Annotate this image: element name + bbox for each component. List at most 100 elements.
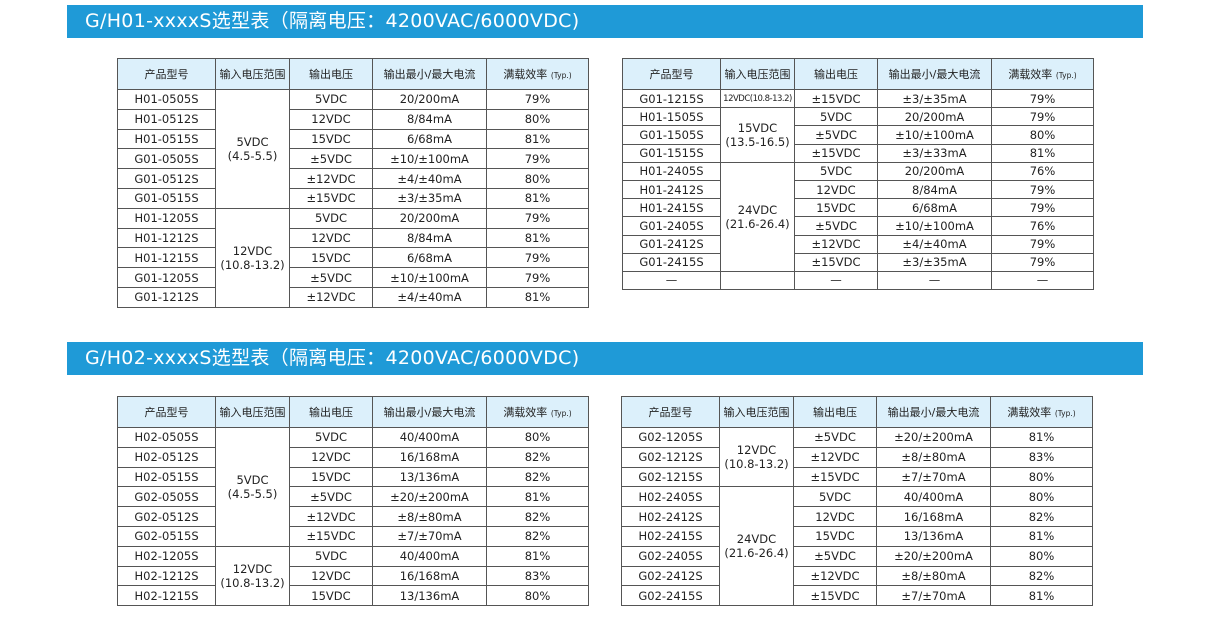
cell-output-voltage: ±12VDC [794,234,878,254]
cell-model: G02-1212S [621,446,720,468]
cell-output-voltage: 15VDC [793,525,877,547]
cell-output-voltage: 12VDC [794,179,878,200]
cell-output-voltage: ±12VDC [793,446,877,468]
cell-output-current: ±20/±200mA [876,427,991,448]
table-row: G01-0515S ±15VDC ±3/±35mA 81% [117,187,589,209]
cell-input-range: 15VDC (13.5-16.5) [720,107,795,163]
cell-output-voltage: 15VDC [289,247,373,269]
table-row: G02-2405S ±5VDC ±20/±200mA 80% [621,545,1093,567]
header-efficiency: 满载效率 (Typ.) [486,396,589,428]
cell-efficiency: 79% [991,88,1094,109]
cell-input-range: 12VDC(10.8-13.2) [719,426,794,488]
table-row: H01-2405S 24VDC (21.6-26.4) 5VDC 20/200mA 76% [622,161,1094,272]
table-row: H01-2412S 12VDC 8/84mA 79% [622,179,1094,200]
cell-output-voltage: ±12VDC [289,286,373,308]
header-output-voltage: 输出电压 [794,58,878,90]
cell-output-current: 8/84mA [877,179,992,200]
header-row: 产品型号 输入电压范围 输出电压 输出最小/最大电流 满载效率 (Typ.) [117,396,589,428]
cell-output-current: 8/84mA [372,108,487,130]
cell-model: — [622,270,721,291]
selection-table-h01-right: 产品型号 输入电压范围 输出电压 输出最小/最大电流 满载效率 (Typ.) G01-12… [622,58,1094,291]
cell-output-current: 6/68mA [372,247,487,269]
cell-efficiency: 81% [486,128,589,150]
cell-output-current: ±3/±33mA [877,143,992,163]
cell-efficiency: 76% [991,161,1094,181]
header-row: 产品型号 输入电压范围 输出电压 输出最小/最大电流 满载效率 (Typ.) [622,58,1094,90]
header-model: 产品型号 [117,58,216,90]
table-row: H02-1212S 12VDC 16/168mA 83% [117,565,589,587]
cell-output-current: ±7/±70mA [876,585,991,607]
cell-model: H02-1205S [117,545,216,567]
cell-output-current: 16/168mA [372,565,487,587]
cell-efficiency: 81% [991,143,1094,163]
table-row: G02-0512S ±12VDC ±8/±80mA 82% [117,506,589,527]
cell-output-current: ±10/±100mA [877,216,992,236]
table-row: H02-0515S 15VDC 13/136mA 82% [117,466,589,488]
cell-output-voltage: 5VDC [289,89,373,110]
cell-efficiency: 79% [991,252,1094,272]
cell-output-voltage: 5VDC [794,107,878,127]
table-row: H01-0512S 12VDC 8/84mA 80% [117,108,589,130]
cell-output-current: — [877,270,992,291]
cell-efficiency: 81% [990,585,1093,607]
cell-efficiency: 81% [486,286,589,308]
cell-output-current: 6/68mA [372,128,487,150]
cell-output-voltage: ±12VDC [289,168,373,189]
table-row: G01-2412S ±12VDC ±4/±40mA 79% [622,234,1094,254]
cell-model: H02-1212S [117,565,216,587]
cell-model: H02-2405S [621,486,720,508]
cell-output-current: 20/200mA [877,161,992,181]
header-output-voltage: 输出电压 [289,58,373,90]
cell-input-range: 24VDC (21.6-26.4) [720,161,795,272]
cell-output-voltage: 12VDC [793,506,877,527]
cell-model: G01-0515S [117,187,216,209]
cell-output-current: ±8/±80mA [876,446,991,468]
cell-model: G01-1515S [622,143,721,163]
cell-output-voltage: ±15VDC [289,525,373,547]
cell-output-voltage: 12VDC [289,108,373,130]
cell-input-range: 24VDC (21.6-26.4) [719,486,794,607]
cell-output-current: ±20/±200mA [372,486,487,508]
table-row: G02-1212S ±12VDC ±8/±80mA 83% [621,446,1093,468]
cell-efficiency: 82% [990,565,1093,587]
cell-input-range [720,270,795,291]
table-row: H02-1205S 12VDC (10.8-13.2) 5VDC 40/400mA 81% [117,545,589,607]
cell-model: H02-0512S [117,446,216,468]
cell-output-voltage: ±12VDC [289,506,373,527]
cell-output-voltage: ±5VDC [289,267,373,288]
header-output-voltage: 输出电压 [289,396,373,428]
cell-input-range: 5VDC (4.5-5.5) [215,89,290,209]
cell-model: G02-1215S [621,466,720,488]
cell-output-current: ±10/±100mA [372,148,487,170]
table-row: G02-0515S ±15VDC ±7/±70mA 82% [117,525,589,547]
cell-efficiency: 81% [990,525,1093,547]
cell-output-current: 16/168mA [876,506,991,527]
cell-model: G01-1505S [622,125,721,145]
header-row: 产品型号 输入电压范围 输出电压 输出最小/最大电流 满载效率 (Typ.) [621,396,1093,428]
table-row: — — — — [622,270,1094,291]
cell-efficiency: 79% [486,267,589,288]
cell-efficiency: 82% [990,506,1093,527]
table-row: H01-2415S 15VDC 6/68mA 79% [622,198,1094,218]
table-row: G01-2415S ±15VDC ±3/±35mA 79% [622,252,1094,272]
cell-input-range: 12VDC(10.8-13.2) [215,545,290,607]
cell-output-voltage: ±15VDC [794,143,878,163]
cell-output-current: 40/400mA [876,486,991,508]
cell-output-current: ±7/±70mA [372,525,487,547]
cell-output-current: 40/400mA [372,545,487,567]
cell-output-voltage: ±15VDC [793,585,877,607]
cell-output-current: 8/84mA [372,227,487,249]
cell-output-current: ±8/±80mA [876,565,991,587]
cell-efficiency: 79% [991,198,1094,218]
cell-input-range: 12VDC(10.8-13.2) [215,207,290,308]
cell-output-voltage: ±15VDC [793,466,877,488]
cell-model: H01-0512S [117,108,216,130]
header-typ-note: (Typ.) [550,71,572,80]
header-input-range: 输入电压范围 [215,396,290,428]
cell-efficiency: — [991,270,1094,291]
table-row: G02-2412S ±12VDC ±8/±80mA 82% [621,565,1093,587]
cell-model: H01-1215S [117,247,216,269]
cell-model: G01-2415S [622,252,721,272]
cell-output-current: ±20/±200mA [876,545,991,567]
cell-model: G02-2415S [621,585,720,607]
